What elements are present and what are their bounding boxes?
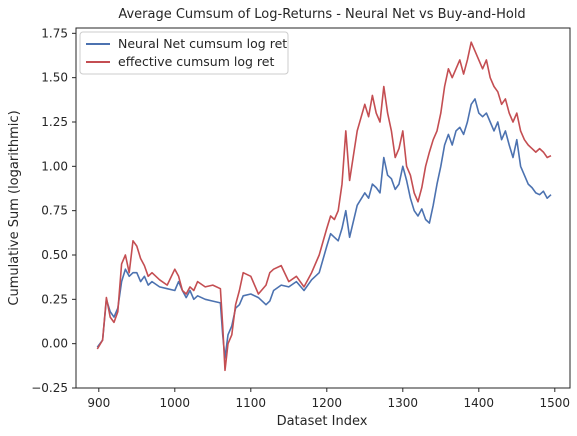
y-tick-label: 1.75 xyxy=(41,26,68,40)
x-axis-title: Dataset Index xyxy=(277,414,368,429)
y-tick-label: 0.75 xyxy=(41,204,68,218)
x-axis: 900 1000 1100 1200 1300 1400 1500 xyxy=(87,388,570,410)
y-axis-title: Cumulative Sum (logarithmic) xyxy=(7,110,22,305)
legend-label-effective: effective cumsum log ret xyxy=(118,54,274,69)
x-tick-label: 900 xyxy=(87,396,110,410)
y-tick-label: −0.25 xyxy=(31,381,68,395)
x-tick-label: 1500 xyxy=(540,396,571,410)
series-line-neural-net xyxy=(96,98,552,359)
y-tick-label: 1.25 xyxy=(41,115,68,129)
x-tick-label: 1200 xyxy=(312,396,343,410)
y-tick-label: 1.50 xyxy=(41,71,68,85)
legend: Neural Net cumsum log ret effective cums… xyxy=(79,31,289,75)
series-layer xyxy=(96,41,552,372)
series-line-effective xyxy=(96,41,552,372)
chart-title: Average Cumsum of Log-Returns - Neural N… xyxy=(118,7,525,22)
x-tick-label: 1100 xyxy=(236,396,267,410)
y-tick-label: 1.00 xyxy=(41,159,68,173)
y-tick-label: 0.25 xyxy=(41,292,68,306)
legend-box xyxy=(79,31,289,75)
x-tick-label: 1300 xyxy=(388,396,419,410)
y-tick-label: 0.00 xyxy=(41,337,68,351)
plot-area-frame xyxy=(75,27,571,389)
x-tick-label: 1400 xyxy=(464,396,495,410)
y-tick-label: 0.50 xyxy=(41,248,68,262)
x-tick-label: 1000 xyxy=(160,396,191,410)
legend-label-neural-net: Neural Net cumsum log ret xyxy=(118,36,287,51)
y-axis: −0.25 0.00 0.25 0.50 0.75 1.00 1.25 1.50 1.75 xyxy=(31,26,76,395)
